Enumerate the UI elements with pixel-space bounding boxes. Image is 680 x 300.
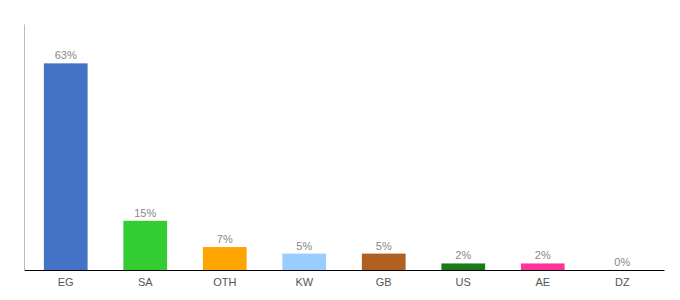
x-tick-label: DZ [615, 276, 630, 288]
x-tick: KW [295, 276, 313, 288]
bar [441, 263, 485, 270]
x-tick: US [456, 276, 471, 288]
data-label: 5% [376, 240, 392, 252]
data-labels: 63% 15% 7% 5% 5% 2% 2% 0% [55, 49, 631, 268]
x-tick: SA [138, 276, 153, 288]
x-tick-label: AE [535, 276, 550, 288]
data-label: 2% [535, 249, 551, 261]
x-tick-label: KW [295, 276, 313, 288]
chart-svg: EG SA OTH KW GB US AE DZ 63% 15% 7% 5% 5% 2% 2% 0% [0, 0, 680, 300]
bar [521, 263, 565, 270]
x-tick-label: SA [138, 276, 153, 288]
bar [203, 247, 247, 270]
x-tick: EG [58, 276, 74, 288]
x-tick: GB [376, 276, 392, 288]
x-tick-label: EG [58, 276, 74, 288]
x-tick: DZ [615, 276, 630, 288]
bars [44, 63, 565, 270]
x-tick-label: US [456, 276, 471, 288]
x-axis: EG SA OTH KW GB US AE DZ [25, 271, 665, 288]
bar [123, 221, 167, 270]
x-tick: OTH [213, 276, 236, 288]
data-label: 0% [614, 256, 630, 268]
data-label: 7% [217, 233, 233, 245]
y-axis [24, 25, 25, 271]
bar [282, 254, 326, 270]
bar [44, 63, 88, 270]
data-label: 63% [55, 49, 77, 61]
data-label: 5% [296, 240, 312, 252]
x-axis-line [25, 270, 665, 271]
x-tick-label: GB [376, 276, 392, 288]
bar [362, 254, 406, 270]
data-label: 15% [134, 207, 156, 219]
data-label: 2% [455, 249, 471, 261]
chart-container: EG SA OTH KW GB US AE DZ 63% 15% 7% 5% 5% 2% 2% 0% [0, 0, 680, 300]
x-tick-label: OTH [213, 276, 236, 288]
x-tick: AE [535, 276, 550, 288]
y-axis-line [24, 25, 25, 271]
